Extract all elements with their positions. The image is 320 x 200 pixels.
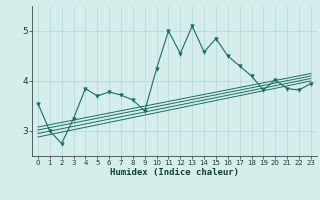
X-axis label: Humidex (Indice chaleur): Humidex (Indice chaleur) [110,168,239,177]
